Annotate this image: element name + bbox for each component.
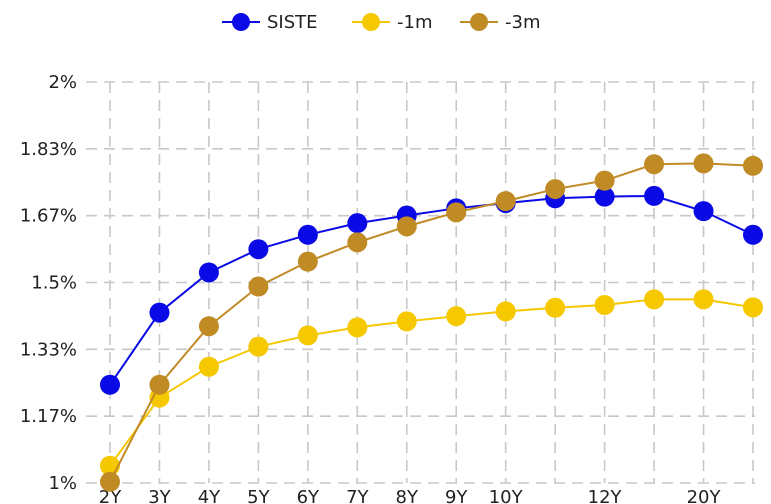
legend-item: SISTE [222, 12, 318, 33]
legend-marker [232, 13, 250, 31]
data-point [396, 216, 417, 237]
y-tick-label: 1.83% [20, 139, 77, 160]
data-point [297, 251, 318, 272]
legend-item: -3m [460, 12, 540, 33]
data-point [198, 262, 219, 283]
data-point [693, 289, 714, 310]
x-tick-label: 5Y [247, 487, 270, 504]
data-point [495, 191, 516, 212]
y-tick-label: 1.5% [31, 273, 77, 294]
y-tick-label: 1.17% [20, 406, 77, 427]
x-tick-label: 12Y [588, 487, 623, 504]
data-point [743, 155, 763, 176]
series-1m-1 [100, 289, 763, 476]
data-point [594, 294, 615, 315]
data-point [693, 153, 714, 174]
y-tick-label: 1.67% [20, 206, 77, 227]
legend-label: -3m [505, 12, 540, 33]
x-tick-label: 8Y [396, 487, 419, 504]
data-point [644, 289, 665, 310]
legend-marker [470, 13, 488, 31]
data-point [297, 224, 318, 245]
data-point [396, 311, 417, 332]
x-tick-label: 7Y [346, 487, 369, 504]
data-point [100, 374, 120, 395]
data-point [545, 179, 566, 200]
legend-item: -1m [352, 12, 432, 33]
data-point [198, 316, 219, 337]
data-point [446, 202, 467, 223]
x-tick-label: 3Y [148, 487, 171, 504]
data-point [347, 317, 368, 338]
legend-label: SISTE [267, 12, 318, 33]
data-point [347, 232, 368, 253]
x-tick-label: 6Y [297, 487, 320, 504]
data-point [693, 201, 714, 222]
legend: SISTE -1m -3m [222, 12, 540, 33]
grid [86, 81, 755, 484]
data-point [743, 224, 763, 245]
y-tick-label: 1% [48, 473, 77, 494]
data-point [297, 325, 318, 346]
x-tick-label: 10Y [489, 487, 524, 504]
x-tick-label: 9Y [445, 487, 468, 504]
data-point [594, 170, 615, 191]
data-point [248, 239, 269, 260]
x-tick-label: 2Y [99, 487, 122, 504]
data-point [248, 336, 269, 357]
data-point [446, 306, 467, 327]
data-point [347, 213, 368, 234]
data-point [198, 356, 219, 377]
data-point [495, 301, 516, 322]
x-tick-label: 20Y [687, 487, 722, 504]
series-siste-0 [100, 185, 763, 395]
data-point [545, 297, 566, 318]
legend-marker [362, 13, 380, 31]
y-tick-label: 1.33% [20, 339, 77, 360]
data-point [149, 302, 170, 323]
data-point [248, 276, 269, 297]
y-tick-label: 2% [48, 72, 77, 93]
data-point [594, 186, 615, 207]
data-point [644, 185, 665, 206]
data-point [149, 374, 170, 395]
series-layer [100, 153, 763, 492]
series-3m-2 [100, 153, 763, 492]
legend-label: -1m [397, 12, 432, 33]
x-tick-label: 4Y [198, 487, 221, 504]
axes: 1% 1.17% 1.33% 1.5% 1.67% 1.83% 2% 2Y 3Y 4Y 5Y 6Y 7Y… [20, 72, 722, 504]
data-point [644, 154, 665, 175]
data-point [743, 297, 763, 318]
data-point [100, 471, 120, 492]
